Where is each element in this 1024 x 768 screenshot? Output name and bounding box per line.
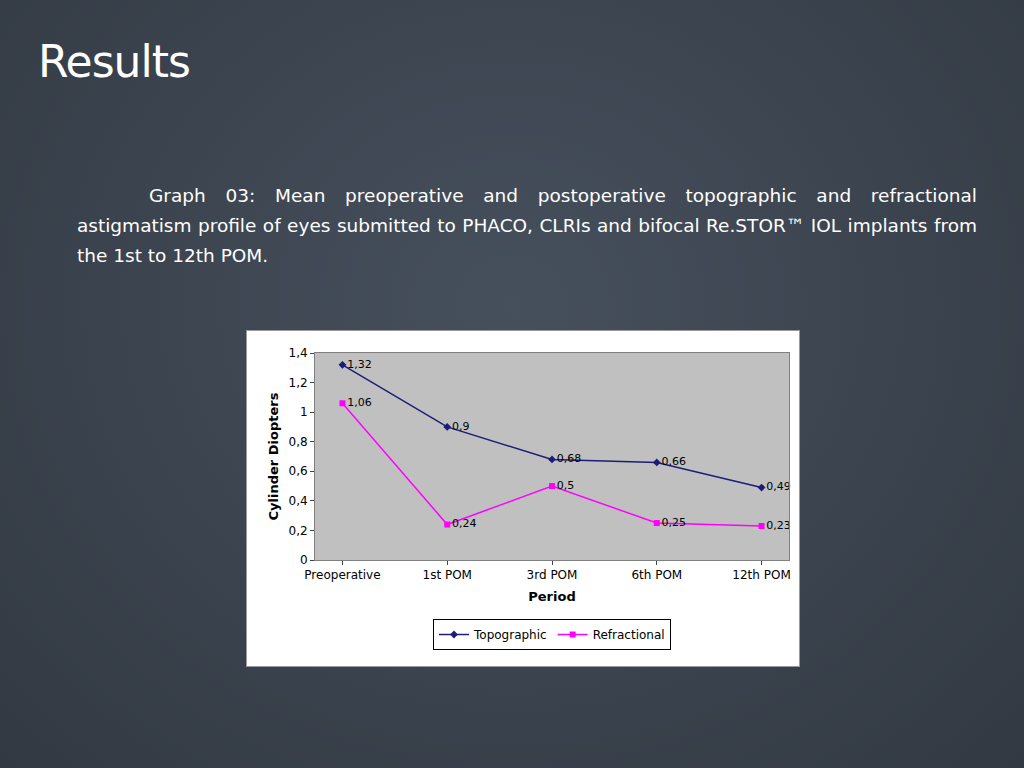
svg-text:0,9: 0,9 <box>452 420 470 433</box>
svg-text:0: 0 <box>300 553 308 567</box>
svg-text:0,2: 0,2 <box>289 524 308 538</box>
svg-text:0,23: 0,23 <box>766 519 791 532</box>
html-text:Results: Results <box>38 36 190 87</box>
svg-text:1,06: 1,06 <box>347 396 372 409</box>
svg-text:1,2: 1,2 <box>289 376 308 390</box>
svg-text:0,6: 0,6 <box>289 464 308 478</box>
svg-text:3rd POM: 3rd POM <box>527 568 578 582</box>
svg-text:0,49: 0,49 <box>766 480 791 493</box>
svg-text:0,5: 0,5 <box>557 479 575 492</box>
svg-text:0,4: 0,4 <box>289 494 308 508</box>
svg-text:6th POM: 6th POM <box>631 568 682 582</box>
html-text:Graph 03: Mean preoperative an: Graph 03: Mean preoperative and postoper… <box>77 185 977 266</box>
svg-text:0,8: 0,8 <box>289 435 308 449</box>
svg-text:1st POM: 1st POM <box>423 568 472 582</box>
svg-text:0,24: 0,24 <box>452 517 477 530</box>
svg-text:Period: Period <box>528 589 575 604</box>
svg-text:Cylinder Diopters: Cylinder Diopters <box>266 392 281 520</box>
svg-text:0,68: 0,68 <box>557 452 582 465</box>
svg-text:1,32: 1,32 <box>347 358 372 371</box>
svg-text:Topographic: Topographic <box>473 628 547 642</box>
svg-text:1: 1 <box>300 405 308 419</box>
svg-text:0,66: 0,66 <box>662 455 687 468</box>
svg-text:12th POM: 12th POM <box>732 568 790 582</box>
svg-text:Refractional: Refractional <box>593 628 665 642</box>
svg-text:Preoperative: Preoperative <box>304 568 380 582</box>
svg-text:0,25: 0,25 <box>662 516 687 529</box>
svg-text:1,4: 1,4 <box>289 346 308 360</box>
